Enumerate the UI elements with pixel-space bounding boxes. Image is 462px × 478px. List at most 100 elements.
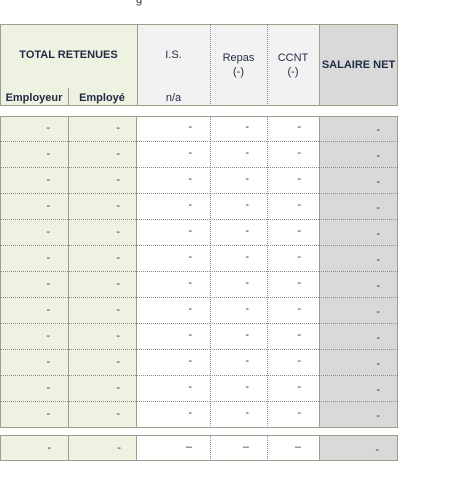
employeur-cell[interactable]: - [0, 350, 68, 376]
header-repas-sub: (-) [233, 66, 244, 78]
employeur-cell[interactable]: - [0, 220, 68, 246]
employe-cell[interactable]: - [68, 246, 136, 272]
ccnt-value: - [297, 355, 301, 367]
repas-cell[interactable]: - [210, 246, 267, 272]
ccnt-cell[interactable]: - [267, 116, 319, 142]
is-cell[interactable]: - [136, 142, 210, 168]
employe-cell[interactable]: - [68, 324, 136, 350]
employe-cell[interactable]: - [68, 116, 136, 142]
ccnt-cell[interactable]: - [267, 324, 319, 350]
total-ccnt-cell[interactable]: – [267, 435, 319, 461]
ccnt-cell[interactable]: - [267, 376, 319, 402]
ccnt-cell[interactable]: - [267, 350, 319, 376]
employeur-cell[interactable]: - [0, 246, 68, 272]
repas-cell[interactable]: - [210, 402, 267, 428]
is-cell[interactable]: - [136, 246, 210, 272]
is-cell[interactable]: - [136, 116, 210, 142]
total-repas-cell[interactable]: – [210, 435, 267, 461]
employeur-cell[interactable]: - [0, 324, 68, 350]
employe-cell[interactable]: - [68, 142, 136, 168]
repas-value: - [245, 407, 249, 419]
net-value: - [376, 410, 380, 422]
is-cell[interactable]: - [136, 220, 210, 246]
net-cell[interactable]: - [319, 324, 398, 350]
employe-cell[interactable]: - [68, 298, 136, 324]
repas-column [210, 116, 267, 428]
net-cell[interactable]: - [319, 298, 398, 324]
employeur-value: - [46, 278, 50, 290]
net-cell[interactable]: - [319, 402, 398, 428]
ccnt-value: - [297, 173, 301, 185]
table-row: ------ [0, 272, 398, 298]
employeur-cell[interactable]: - [0, 168, 68, 194]
repas-cell[interactable]: - [210, 324, 267, 350]
is-cell[interactable]: - [136, 402, 210, 428]
net-cell[interactable]: - [319, 272, 398, 298]
repas-cell[interactable]: - [210, 220, 267, 246]
net-cell[interactable]: - [319, 220, 398, 246]
employeur-cell[interactable]: - [0, 142, 68, 168]
employe-cell[interactable]: - [68, 168, 136, 194]
repas-cell[interactable]: - [210, 142, 267, 168]
ccnt-cell[interactable]: - [267, 168, 319, 194]
employeur-cell[interactable]: - [0, 116, 68, 142]
total-is-value: – [185, 441, 192, 453]
employe-cell[interactable]: - [68, 402, 136, 428]
header-ccnt-sub: (-) [287, 66, 299, 78]
employe-value: - [116, 122, 120, 134]
repas-cell[interactable]: - [210, 194, 267, 220]
employeur-cell[interactable]: - [0, 376, 68, 402]
net-cell[interactable]: - [319, 168, 398, 194]
net-cell[interactable]: - [319, 350, 398, 376]
is-cell[interactable]: - [136, 324, 210, 350]
employeur-cell[interactable]: - [0, 298, 68, 324]
is-cell[interactable]: - [136, 376, 210, 402]
ccnt-cell[interactable]: - [267, 246, 319, 272]
table-row: ------ [0, 324, 398, 350]
net-cell[interactable]: - [319, 376, 398, 402]
repas-value: - [245, 277, 249, 289]
is-cell[interactable]: - [136, 298, 210, 324]
employe-cell[interactable]: - [68, 350, 136, 376]
employeur-cell[interactable]: - [0, 272, 68, 298]
total-salaire-net-cell[interactable]: - [319, 435, 398, 461]
net-cell[interactable]: - [319, 246, 398, 272]
total-employe-cell[interactable]: - [68, 435, 137, 461]
employeur-column [0, 116, 69, 428]
header-is [137, 24, 210, 106]
total-employeur-cell[interactable]: - [0, 435, 69, 461]
repas-cell[interactable]: - [210, 298, 267, 324]
header-is-sub: n/a [165, 92, 182, 104]
repas-cell[interactable]: - [210, 272, 267, 298]
ccnt-value: - [297, 251, 301, 263]
total-salaire-net-value: - [375, 444, 379, 456]
ccnt-cell[interactable]: - [267, 402, 319, 428]
employe-cell[interactable]: - [68, 220, 136, 246]
repas-cell[interactable]: - [210, 168, 267, 194]
employeur-cell[interactable]: - [0, 194, 68, 220]
is-column [136, 116, 210, 428]
net-cell[interactable]: - [319, 116, 398, 142]
ccnt-cell[interactable]: - [267, 298, 319, 324]
is-cell[interactable]: - [136, 350, 210, 376]
ccnt-cell[interactable]: - [267, 194, 319, 220]
employe-value: - [116, 174, 120, 186]
net-cell[interactable]: - [319, 194, 398, 220]
net-cell[interactable]: - [319, 142, 398, 168]
ccnt-cell[interactable]: - [267, 220, 319, 246]
repas-value: - [245, 147, 249, 159]
ccnt-cell[interactable]: - [267, 142, 319, 168]
total-is-cell[interactable]: – [136, 435, 210, 461]
header-repas-label: Repas [222, 52, 255, 64]
ccnt-cell[interactable]: - [267, 272, 319, 298]
is-cell[interactable]: - [136, 272, 210, 298]
repas-cell[interactable]: - [210, 116, 267, 142]
repas-cell[interactable]: - [210, 350, 267, 376]
employe-cell[interactable]: - [68, 194, 136, 220]
is-cell[interactable]: - [136, 168, 210, 194]
repas-cell[interactable]: - [210, 376, 267, 402]
employeur-cell[interactable]: - [0, 402, 68, 428]
is-cell[interactable]: - [136, 194, 210, 220]
employe-cell[interactable]: - [68, 376, 136, 402]
employe-cell[interactable]: - [68, 272, 136, 298]
